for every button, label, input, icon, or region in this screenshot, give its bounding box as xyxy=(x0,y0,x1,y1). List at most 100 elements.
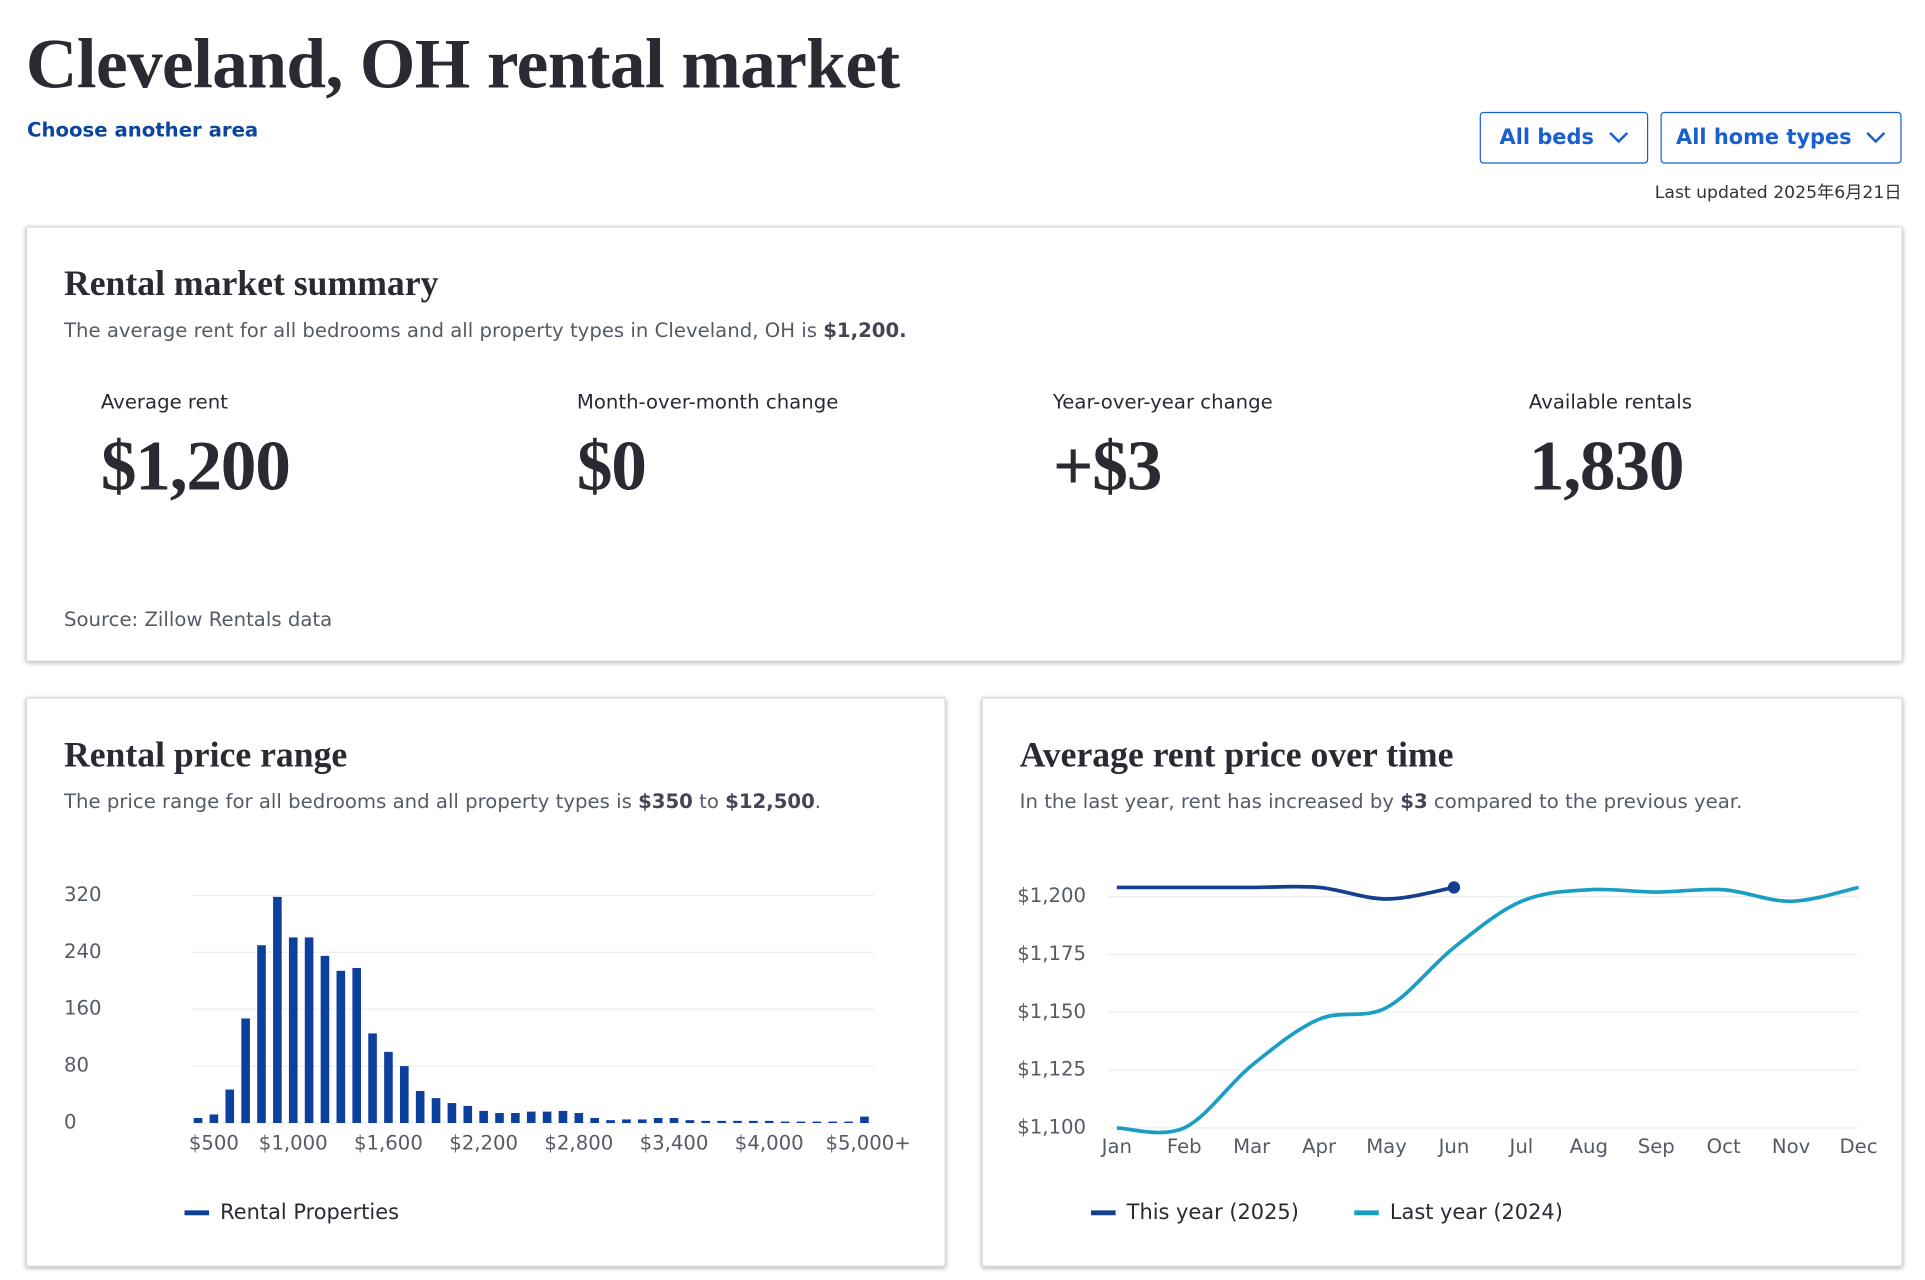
source: Source: Zillow Rentals data xyxy=(63,607,333,631)
text: . xyxy=(814,789,822,814)
bar xyxy=(526,1111,536,1123)
bar xyxy=(431,1098,441,1123)
x-tick-label: $500 xyxy=(189,1131,239,1154)
bar xyxy=(320,955,330,1123)
bar xyxy=(860,1116,869,1123)
stat-value: $1,200 xyxy=(100,425,291,506)
stat-label: Month-over-month change xyxy=(576,389,839,414)
beds-filter[interactable]: All beds xyxy=(1479,111,1649,164)
chart-title: Average rent price over time xyxy=(1019,735,1454,775)
bar xyxy=(511,1113,520,1123)
bar xyxy=(574,1113,584,1123)
y-tick-label: 160 xyxy=(64,997,102,1020)
histogram: 0 80 160 240 320 $500 $1,000 $1,600 $2,200 $2,800… xyxy=(64,883,911,1224)
bar xyxy=(558,1110,568,1123)
bar xyxy=(463,1105,473,1123)
bar xyxy=(701,1120,711,1123)
point-marker xyxy=(1447,881,1461,894)
choose-area-link[interactable]: Choose another area xyxy=(27,118,259,142)
x-tick-label: Aug xyxy=(1570,1135,1608,1158)
bar xyxy=(764,1120,774,1123)
series-line xyxy=(1116,884,1455,901)
bar xyxy=(812,1121,822,1123)
y-tick-label: 80 xyxy=(64,1054,89,1077)
x-tick-label: $5,000+ xyxy=(825,1131,910,1154)
y-tick-label: $1,200 xyxy=(1017,884,1086,907)
stat-label: Year-over-year change xyxy=(1052,389,1273,414)
x-tick-label: Jul xyxy=(1508,1135,1534,1158)
beds-label: All beds xyxy=(1499,125,1594,151)
legend-label: This year (2025) xyxy=(1126,1200,1299,1224)
bar xyxy=(209,1114,219,1123)
bar xyxy=(717,1120,726,1123)
x-tick-label: $4,000 xyxy=(735,1131,804,1154)
y-tick-label: 240 xyxy=(64,940,102,963)
bar xyxy=(542,1111,552,1123)
x-tick-label: $1,600 xyxy=(354,1131,423,1154)
bar xyxy=(288,937,298,1123)
home-type-filter[interactable]: All home types xyxy=(1660,111,1902,164)
x-tick-label: $2,200 xyxy=(449,1131,518,1154)
bar xyxy=(796,1121,806,1123)
bar xyxy=(638,1119,647,1123)
bar xyxy=(479,1110,488,1123)
series-line xyxy=(1116,885,1859,1135)
emphasis: $1,200. xyxy=(823,318,907,342)
bar xyxy=(828,1121,838,1123)
y-tick-label: $1,150 xyxy=(1017,1000,1086,1023)
stat-value: +$3 xyxy=(1052,425,1163,506)
x-tick-label: May xyxy=(1366,1135,1407,1158)
x-tick-label: $3,400 xyxy=(640,1131,709,1154)
stat-value: 1,830 xyxy=(1528,425,1685,506)
bar xyxy=(749,1120,758,1123)
summary-card: Rental market summary The average rent f… xyxy=(25,226,1903,662)
x-tick-label: Jun xyxy=(1437,1135,1470,1158)
line-chart: $1,100 $1,125 $1,150 $1,175 $1,200 Jan Feb Mar A… xyxy=(1017,881,1878,1224)
bar xyxy=(653,1118,663,1123)
x-tick-label: $2,800 xyxy=(544,1131,613,1154)
x-tick-label: Apr xyxy=(1302,1135,1337,1158)
legend-label: Rental Properties xyxy=(220,1200,399,1224)
chart-subtitle: In the last year, rent has increased by … xyxy=(1020,790,1743,813)
emphasis: $350 xyxy=(638,789,693,814)
bar xyxy=(590,1118,600,1123)
y-tick-label: $1,100 xyxy=(1017,1115,1086,1138)
bar xyxy=(384,1051,393,1123)
bar xyxy=(257,945,266,1123)
chart-title: Rental price range xyxy=(63,735,348,775)
x-tick-label: Jan xyxy=(1100,1135,1132,1158)
emphasis: $3 xyxy=(1400,789,1428,814)
home-type-label: All home types xyxy=(1676,125,1852,151)
text: compared to the previous year. xyxy=(1427,789,1743,814)
bar xyxy=(495,1113,504,1123)
bar xyxy=(225,1089,235,1123)
bar xyxy=(669,1118,679,1123)
text: The average rent for all bedrooms and al… xyxy=(63,318,824,342)
y-tick-label: $1,175 xyxy=(1017,942,1086,965)
x-tick-label: Sep xyxy=(1638,1135,1675,1158)
bar xyxy=(685,1120,695,1123)
bar xyxy=(336,970,346,1123)
bar xyxy=(447,1103,457,1123)
chevron xyxy=(1609,131,1628,144)
chevron xyxy=(1866,131,1886,144)
stat-label: Available rentals xyxy=(1528,389,1692,414)
text: to xyxy=(692,789,726,814)
bar xyxy=(606,1120,615,1123)
bar xyxy=(733,1120,742,1123)
rent-over-time-card: Average rent price over time In the last… xyxy=(981,697,1903,1267)
bar xyxy=(780,1121,790,1123)
x-tick-label: $1,000 xyxy=(259,1131,328,1154)
stat-label: Average rent xyxy=(100,389,228,414)
chart-subtitle: The price range for all bedrooms and all… xyxy=(64,790,821,813)
text: In the last year, rent has increased by xyxy=(1019,789,1401,814)
bar xyxy=(415,1090,425,1123)
bar xyxy=(193,1118,203,1123)
bar xyxy=(273,896,282,1123)
bar xyxy=(399,1066,409,1123)
bar xyxy=(304,937,314,1123)
price-range-card: Rental price range The price range for a… xyxy=(25,697,946,1267)
bar xyxy=(368,1033,377,1123)
